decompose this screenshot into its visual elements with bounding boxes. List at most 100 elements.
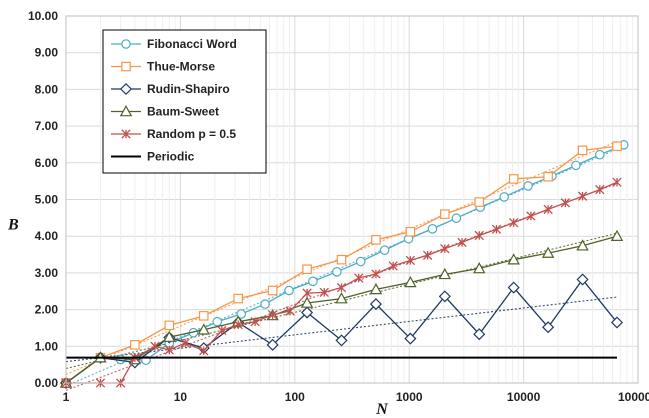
data-point <box>576 273 589 286</box>
data-point <box>121 129 131 139</box>
y-tick-label: 5.00 <box>35 193 59 207</box>
data-point <box>212 316 223 327</box>
data-point <box>473 262 486 274</box>
x-tick-label: 10000 <box>507 390 541 404</box>
data-point <box>610 316 624 329</box>
data-point <box>163 330 176 342</box>
x-tick-label: 100 <box>285 390 305 404</box>
data-point <box>595 184 605 195</box>
x-tick-label: 100000 <box>618 390 649 404</box>
data-point <box>354 273 364 283</box>
data-point <box>198 311 209 321</box>
y-tick-label: 9.00 <box>35 46 59 60</box>
y-tick-label: 1.00 <box>35 339 59 353</box>
data-point <box>301 306 314 319</box>
series-group <box>59 140 629 390</box>
legend-label: Thue-Morse <box>147 60 215 74</box>
data-point <box>507 253 520 265</box>
plot-frame <box>65 15 639 384</box>
data-point <box>526 211 536 221</box>
data-point <box>308 276 318 287</box>
data-point <box>197 323 210 335</box>
data-point <box>302 288 312 298</box>
data-point <box>440 244 450 254</box>
data-point <box>335 334 348 347</box>
data-point <box>332 266 342 277</box>
data-point <box>405 226 416 237</box>
series-thue-morse <box>61 141 622 388</box>
data-point <box>474 230 484 241</box>
data-point <box>199 346 209 356</box>
x-tick-label: 1000 <box>396 390 423 404</box>
data-point <box>369 298 382 311</box>
data-point <box>571 160 581 171</box>
data-point <box>560 198 571 208</box>
legend-label: Periodic <box>147 150 195 164</box>
data-point <box>300 296 314 308</box>
data-point <box>474 197 485 207</box>
data-point <box>612 141 622 152</box>
data-point <box>523 181 533 191</box>
y-tick-label: 10.00 <box>28 9 58 23</box>
data-point <box>355 256 366 267</box>
data-point <box>260 299 270 309</box>
data-point <box>541 246 555 258</box>
data-point <box>371 269 381 279</box>
data-point <box>457 237 467 248</box>
data-point <box>369 282 383 295</box>
trend-lines <box>65 140 624 391</box>
data-point <box>388 261 398 271</box>
y-tick-label: 3.00 <box>35 266 59 280</box>
data-point <box>404 332 417 345</box>
legend-label: Rudin-Shapiro <box>147 82 230 96</box>
data-point <box>119 82 133 96</box>
legend-label: Baum-Sweet <box>147 105 219 119</box>
data-point <box>302 264 312 275</box>
data-point <box>451 213 462 224</box>
legend-item: Random p = 0.5 <box>111 127 236 141</box>
data-point <box>577 145 588 156</box>
data-point <box>577 191 588 201</box>
y-tick-label: 6.00 <box>35 156 59 170</box>
data-point <box>319 287 329 298</box>
y-tick-label: 8.00 <box>35 82 59 96</box>
data-point <box>610 229 624 241</box>
data-point <box>438 267 452 280</box>
data-point <box>267 310 278 320</box>
data-point <box>267 285 278 296</box>
data-point <box>285 306 295 316</box>
data-point <box>509 217 519 228</box>
data-point <box>543 204 553 215</box>
data-point <box>284 285 294 296</box>
trend-line <box>65 232 618 370</box>
y-tick-label: 0.00 <box>35 376 59 390</box>
y-tick-label: 4.00 <box>35 229 59 243</box>
data-point <box>336 282 347 293</box>
legend-item: Fibonacci Word <box>111 37 237 51</box>
data-point <box>438 290 451 303</box>
series-line <box>66 181 618 384</box>
y-tick-label: 2.00 <box>35 303 59 317</box>
legend-label: Random p = 0.5 <box>147 127 236 141</box>
legend-item: Baum-Sweet <box>111 105 219 119</box>
data-point <box>508 174 519 184</box>
data-point <box>130 340 140 350</box>
data-point <box>119 105 133 117</box>
data-point <box>266 338 279 351</box>
data-point <box>379 245 390 255</box>
data-point <box>217 325 227 336</box>
data-point <box>595 149 605 160</box>
data-point <box>121 61 131 72</box>
data-point <box>543 171 553 182</box>
y-tick-label: 7.00 <box>35 119 59 133</box>
data-point <box>236 309 247 319</box>
legend: Fibonacci Word Thue-Morse Rudin-Shapiro Bau… <box>102 29 267 174</box>
y-axis-ticks: 0.00 1.00 2.00 3.00 4.00 5.00 6.00 7.00 8.00 9.00… <box>28 9 58 390</box>
data-point <box>576 239 589 251</box>
data-point <box>427 224 438 234</box>
data-point <box>121 39 131 49</box>
data-point <box>250 317 260 327</box>
data-point <box>233 319 243 330</box>
legend-label: Fibonacci Word <box>147 37 237 51</box>
